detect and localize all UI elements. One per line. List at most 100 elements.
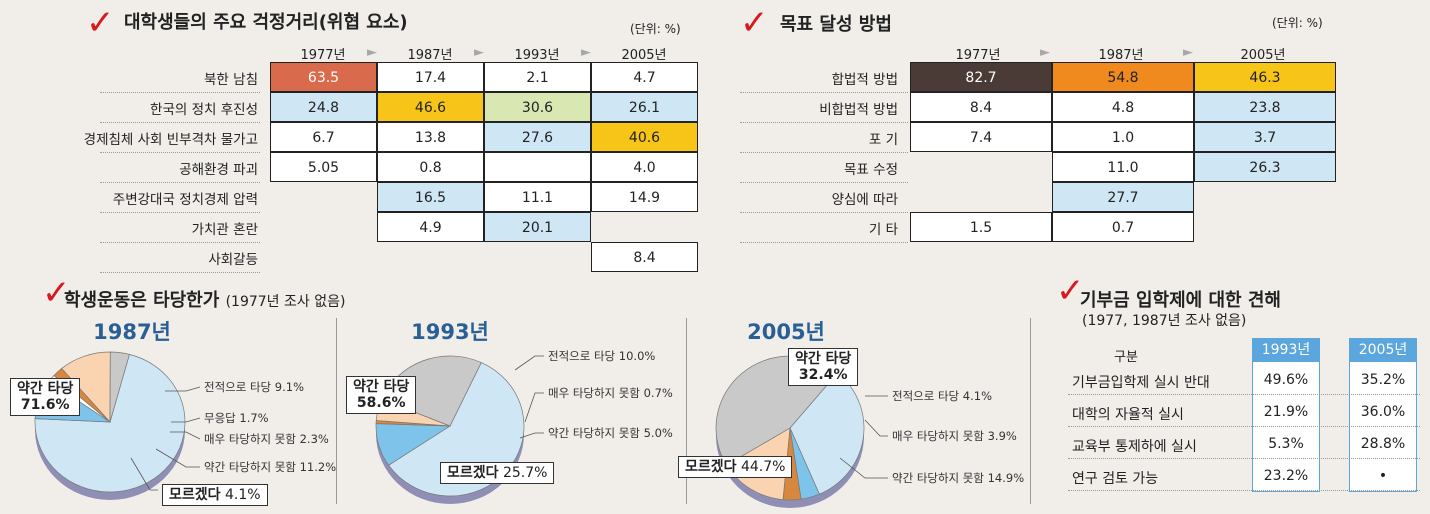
pie-title-2005: 2005년 [747,320,825,344]
table-cell: 1.5 [910,212,1052,242]
unit-label: (단위: %) [630,22,681,36]
arrow-icon: ► [367,45,377,60]
row-divider [740,152,908,153]
table-cell: 27.6 [484,122,591,152]
table-cell: 26.1 [591,92,698,122]
section-title-donation: 기부금 입학제에 대한 견해 [1080,290,1281,311]
row-label: 공해환경 파괴 [179,162,258,178]
table-cell: 11.0 [1052,152,1194,182]
table-cell: 16.5 [377,182,484,212]
row-divider [100,272,260,273]
row-label: 대학의 자율적 실시 [1072,407,1184,423]
row-label: 주변강대국 정치경제 압력 [112,192,258,208]
arrow-icon: ► [581,45,591,60]
table-cell: 63.5 [270,62,377,92]
row-label: 목표 수정 [844,162,898,178]
table-cell: 54.8 [1052,62,1194,92]
unknown-label-text: 모르겠다 [685,459,737,475]
section-title-movement: 학생운동은 타당한가 (1977년 조사 없음) [64,286,345,312]
pie-label-a: 전적으로 타당 4.1% [892,389,992,403]
table-cell: 7.4 [910,122,1052,152]
movement-title: 학생운동은 타당한가 [64,290,220,311]
pie-unknown-label: 모르겠다 25.7% [440,462,555,484]
pie-label-c: 매우 타당하지 못함 2.3% [204,432,329,446]
row-divider [740,92,908,93]
divider [1030,318,1031,504]
table-cell: 4.7 [591,62,698,92]
pie-main-label: 약간 타당 58.6% [346,376,417,414]
main-label-text: 약간 타당 [353,379,410,395]
cell-1993: 23.2% [1263,468,1309,484]
row-label: 가치관 혼란 [191,222,258,238]
table-cell: 11.1 [484,182,591,212]
pie-title-1987: 1987년 [93,320,171,344]
arrow-icon: ► [1183,45,1193,60]
cell-2005: 36.0% [1360,404,1406,420]
pie-unknown-label: 모르겠다 44.7% [678,456,793,478]
table-cell: 6.7 [270,122,377,152]
table-cell: 5.05 [270,152,377,182]
row-label: 포 기 [868,132,898,148]
row-label: 교육부 통제하에 실시 [1072,439,1197,455]
main-label-value: 58.6% [356,395,406,411]
year-header: 1993년 [514,48,560,63]
pie-chart-1993: 전적으로 타당 10.0% 매우 타당하지 못함 0.7% 약간 타당하지 못함… [375,349,673,504]
row-label: 경제침체 사회 빈부격차 물가고 [83,132,258,148]
main-label-value: 71.6% [20,397,70,413]
cell-1993: 49.6% [1263,372,1309,388]
year-header: 2005년 [621,48,667,63]
divider [686,318,687,504]
pie-unknown-label: 모르겠다 4.1% [162,484,268,506]
divider [336,318,337,504]
table-cell: 1.0 [1052,122,1194,152]
table-cell: 8.4 [910,92,1052,122]
pie-chart-2005: 전적으로 타당 4.1% 매우 타당하지 못함 3.9% 약간 타당하지 못함 … [715,355,1024,508]
column-header-2005: 2005년 [1349,338,1417,362]
check-mark-icon: ✓ [740,3,769,43]
pie-label-b: 매우 타당하지 못함 0.7% [548,386,673,400]
row-label: 북한 남침 [204,72,258,88]
unit-label: (단위: %) [1272,16,1323,30]
pie-label-d: 약간 타당하지 못함 11.2% [204,460,336,474]
table-cell: 3.7 [1194,122,1336,152]
row-divider [100,212,260,213]
main-label-text: 약간 타당 [795,351,852,367]
column-frame-2005 [1349,362,1417,492]
check-mark-icon: ✓ [42,273,71,313]
cell-2005: 35.2% [1360,372,1406,388]
cell-2005: • [1378,468,1388,484]
unknown-label-value: 25.7% [502,465,548,481]
row-label: 기부금입학제 실시 반대 [1072,375,1210,391]
row-label: 비합법적 방법 [819,102,898,118]
unknown-label-value: 4.1% [224,487,261,503]
row-label: 합법적 방법 [831,72,898,88]
year-header: 2005년 [1240,48,1286,63]
pie-label-a: 전적으로 타당 9.1% [204,380,304,394]
table-cell: 0.7 [1052,212,1194,242]
table-cell: 30.6 [484,92,591,122]
table-cell: 8.4 [591,242,698,272]
row-divider [100,242,260,243]
arrow-icon: ► [1040,45,1050,60]
pie-main-label: 약간 타당 71.6% [10,378,81,416]
table-cell: 2.1 [484,62,591,92]
pie-label-c: 약간 타당하지 못함 5.0% [548,426,673,440]
pie-label-b: 매우 타당하지 못함 3.9% [892,429,1017,443]
pie-label-b: 무응답 1.7% [204,411,269,425]
row-label: 사회갈등 [208,252,258,268]
row-label: 연구 검토 가능 [1072,471,1159,487]
row-divider [740,242,908,243]
year-header: 1977년 [300,48,346,63]
table-cell: 26.3 [1194,152,1336,182]
column-frame-1993 [1252,362,1320,492]
year-header: 1987년 [1098,48,1144,63]
table-cell: 23.8 [1194,92,1336,122]
unknown-label-text: 모르겠다 [447,465,499,481]
pie-title-1993: 1993년 [411,320,489,344]
table-cell: 46.6 [377,92,484,122]
pie-label-c: 약간 타당하지 못함 14.9% [892,471,1024,485]
unknown-label-text: 모르겠다 [169,487,221,503]
row-label: 기 타 [868,222,898,238]
table-cell: 17.4 [377,62,484,92]
pie-main-label: 약간 타당 32.4% [788,348,859,386]
